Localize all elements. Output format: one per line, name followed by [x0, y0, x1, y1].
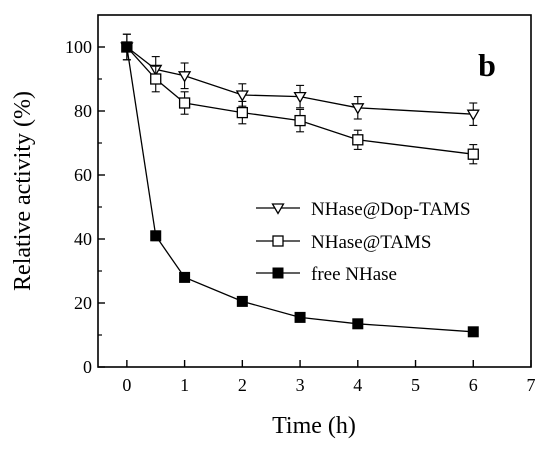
data-point: [235, 90, 249, 102]
data-point: [467, 148, 479, 160]
data-point: [150, 73, 162, 85]
x-axis-title: Time (h): [272, 413, 356, 439]
x-tick-label: 0: [122, 375, 131, 395]
data-point: [467, 326, 479, 338]
y-axis-title: Relative activity (%): [10, 91, 36, 291]
data-point: [351, 103, 365, 115]
x-tick-label: 5: [411, 375, 420, 395]
series-1: [121, 33, 479, 165]
x-tick-label: 1: [180, 375, 189, 395]
data-point: [177, 71, 192, 83]
data-point: [179, 271, 191, 283]
y-tick-label: 100: [65, 37, 92, 57]
y-tick-label: 20: [74, 293, 92, 313]
y-tick-label: 60: [74, 165, 92, 185]
data-point: [294, 114, 306, 127]
x-tick-label: 6: [469, 375, 478, 395]
x-tick-label: 3: [296, 375, 305, 395]
data-point: [236, 106, 248, 119]
data-point: [236, 295, 248, 307]
x-tick-label: 4: [353, 375, 362, 395]
data-point: [150, 230, 162, 242]
data-point: [466, 109, 480, 121]
data-point: [293, 91, 307, 104]
x-tick-label: 2: [238, 375, 247, 395]
y-tick-label: 40: [74, 229, 92, 249]
data-point: [352, 134, 364, 146]
data-point: [121, 41, 133, 53]
data-point: [178, 97, 191, 109]
legend-label: NHase@Dop-TAMS: [311, 199, 471, 220]
legend-marker: [272, 235, 284, 247]
plot-frame: [97, 14, 532, 368]
data-point: [294, 311, 306, 323]
series-layer: [120, 33, 480, 338]
legend-marker: [272, 267, 284, 279]
x-tick-label: 7: [527, 375, 536, 395]
y-tick-label: 80: [74, 101, 92, 121]
y-tick-label: 0: [83, 357, 92, 377]
legend-label: free NHase: [311, 264, 397, 285]
panel-label: b: [478, 47, 496, 83]
legend-label: NHase@TAMS: [311, 232, 431, 253]
axis-ticks: 0 1 2 3 4 5 6 7 0 20 40 60 80 100: [65, 37, 536, 395]
data-point: [352, 318, 364, 330]
legend: NHase@Dop-TAMS NHase@TAMS free NHase: [256, 199, 471, 285]
legend-marker: [271, 203, 285, 215]
series-2: [121, 41, 479, 338]
